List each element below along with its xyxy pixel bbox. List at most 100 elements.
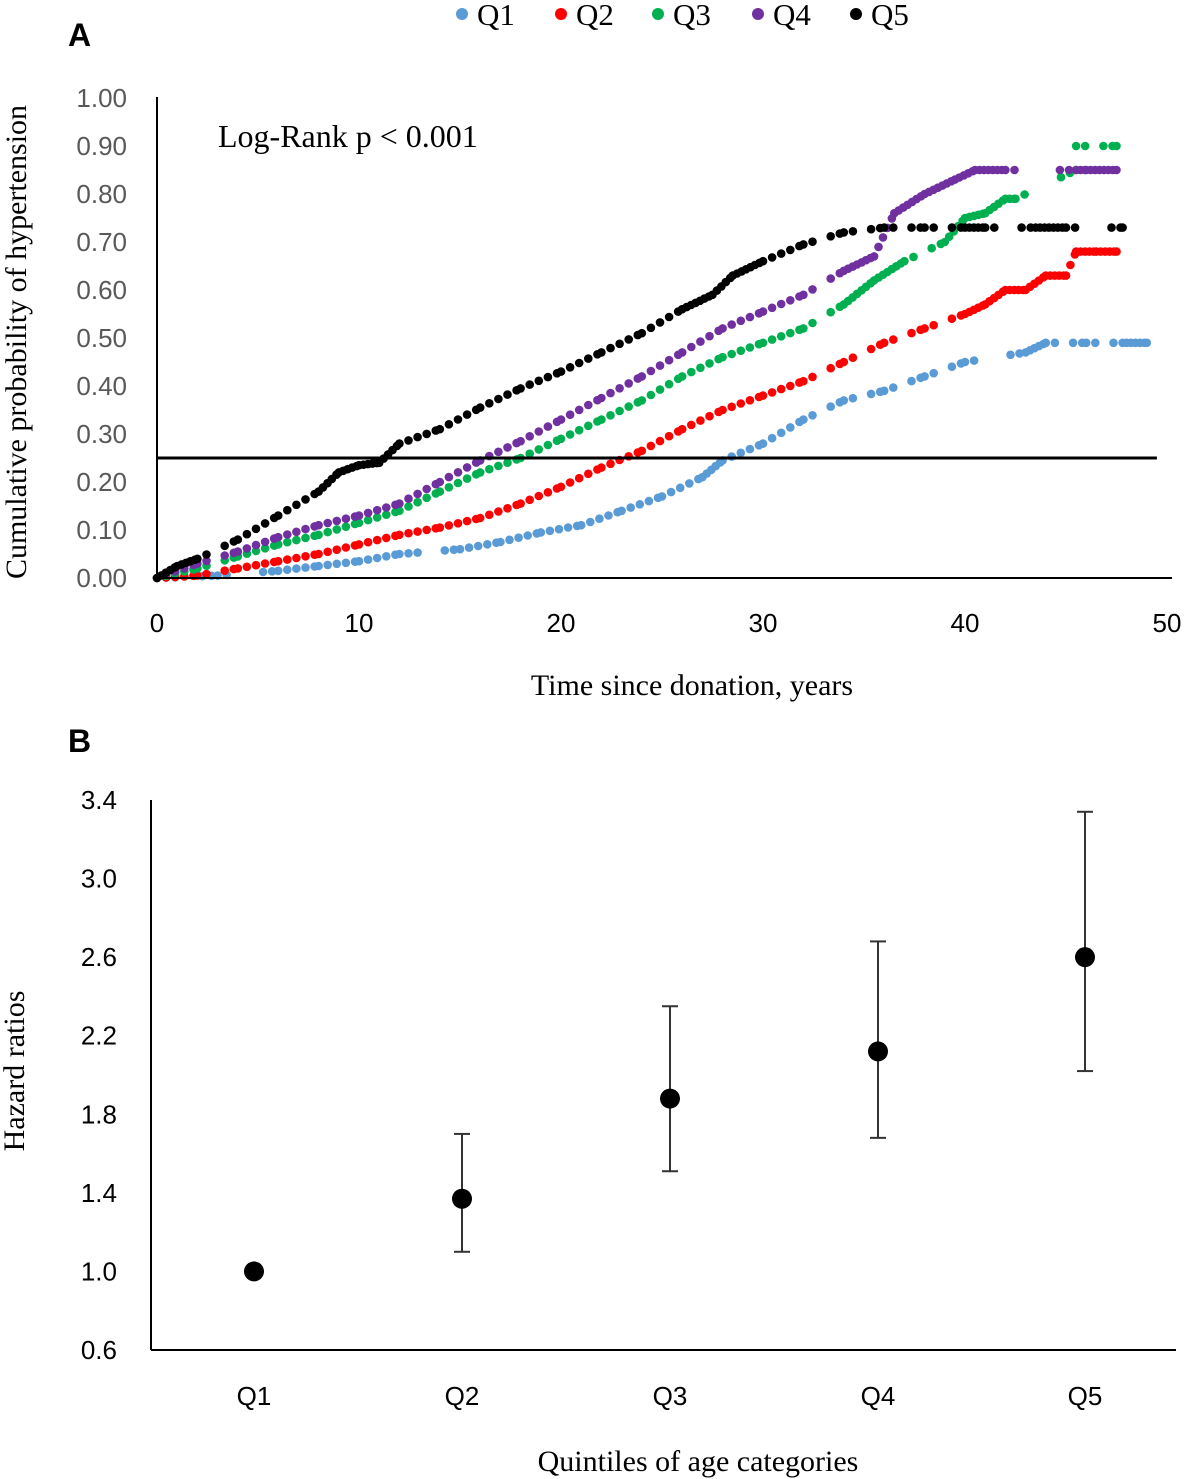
data-point [687,367,696,377]
panel-a-y-label: Cumulative probability of hypertension [0,105,33,579]
data-point [314,561,323,571]
y-tick-label: 1.8 [81,1099,117,1129]
data-point [776,384,786,394]
data-point [516,436,525,446]
data-point [404,494,413,504]
data-point [494,447,503,457]
data-point [889,335,898,344]
data-point [1006,350,1015,360]
data-point [907,376,916,386]
data-point [767,303,777,313]
x-tick-label: Q2 [445,1381,480,1411]
data-point [554,524,564,534]
data-point [776,428,786,438]
data-point [907,328,916,338]
data-point [604,511,613,520]
data-point [677,348,687,357]
data-point [323,527,333,537]
data-point [494,394,503,404]
data-point [615,384,624,393]
data-point [382,510,391,519]
data-point [826,307,835,317]
data-point [283,530,292,539]
data-point [292,527,301,537]
data-point [947,223,957,232]
data-point [525,449,534,459]
data-point [799,324,808,333]
data-point [301,495,310,504]
y-tick-label: 1.00 [76,83,127,113]
data-point [586,517,595,527]
data-point [879,386,889,396]
data-point [413,489,422,499]
data-point [220,551,229,560]
data-point [685,479,694,488]
data-point [363,515,373,525]
data-point [503,458,512,468]
data-point [1091,338,1100,348]
data-point [574,473,584,483]
x-tick-label: Q3 [653,1381,688,1411]
data-point [799,240,808,249]
data-point [644,496,654,506]
data-point [664,431,674,441]
data-point [556,415,566,424]
data-point [696,416,705,425]
data-point [565,363,575,372]
y-tick-label: 0.70 [76,227,127,257]
data-point [503,504,512,513]
x-tick-label: 40 [951,608,980,638]
x-tick-label: 50 [1153,608,1182,638]
data-point [494,507,503,516]
panel-b-y-label: Hazard ratios [0,991,31,1152]
data-point [826,363,835,373]
data-point [273,566,283,576]
data-point [301,552,310,561]
data-point [372,535,382,545]
data-point [1064,165,1074,175]
data-point [1112,165,1121,175]
data-point [826,232,835,241]
data-point [646,441,656,451]
data-point [718,324,727,333]
data-point [283,537,292,547]
data-point [574,425,584,435]
y-tick-label: 3.0 [81,864,117,894]
data-point [382,552,391,561]
data-point [464,543,474,552]
legend-marker-q4 [752,8,764,20]
data-point [657,492,667,501]
data-point [705,331,714,341]
legend-marker-q1 [456,8,468,20]
data-point [1055,165,1065,175]
data-point [624,379,633,388]
panel-a-x-ticks: 0 10 20 30 40 50 [150,608,1182,638]
data-point [462,463,472,472]
data-point [292,535,301,545]
data-point [202,550,211,559]
data-point [242,529,252,539]
data-point [799,290,808,300]
data-point [341,543,351,552]
data-point [727,320,736,329]
data-point [341,514,351,523]
data-point [233,535,243,544]
data-point [455,544,465,554]
panel-a-letter: A [68,17,91,53]
data-point [233,547,243,556]
data-point [563,523,573,532]
data-point [758,391,768,400]
data-point [655,361,665,370]
data-point [878,233,888,242]
data-point [301,524,310,534]
y-tick-label: 1.4 [81,1178,117,1208]
data-point [354,540,364,549]
data-point [758,338,768,348]
data-point [736,448,746,458]
data-point [1011,194,1020,204]
hazard-ratio-point-q1 [244,1261,264,1282]
data-point [404,436,413,445]
data-point [980,223,990,232]
data-point [839,396,849,405]
